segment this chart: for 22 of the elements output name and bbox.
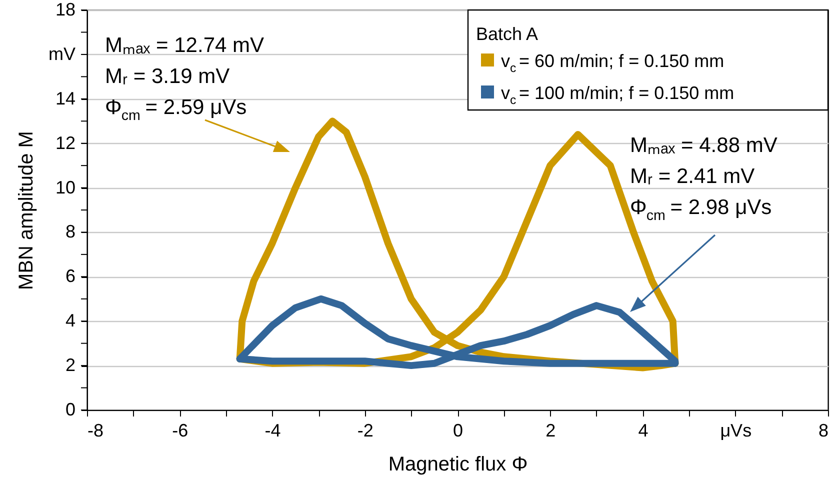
x-tick-label: -4	[264, 420, 281, 440]
x-tick-label: 2	[546, 420, 556, 440]
y-tick-label: 2	[65, 355, 76, 376]
x-axis-title: Magnetic flux Φ	[388, 454, 528, 476]
x-tick-label: -2	[357, 420, 374, 440]
y-tick-label: 8	[65, 222, 76, 242]
x-tick-label: 4	[638, 420, 648, 440]
y-tick-label: 12	[55, 132, 76, 153]
x-tick-label: -8	[88, 420, 104, 440]
x-tick-label: 8	[818, 420, 828, 440]
x-tick-label: μVs	[720, 420, 752, 440]
y-axis-title: MBN amplitude M	[16, 131, 38, 290]
y-tick-label: 14	[55, 88, 76, 108]
y-tick-label: 6	[65, 266, 76, 286]
y-tick-label: 18	[55, 0, 76, 20]
y-tick-label: 0	[65, 400, 76, 420]
y-tick-label: mV	[48, 44, 76, 64]
y-tick-label: 4	[65, 310, 76, 331]
x-tick-label: -6	[172, 420, 188, 440]
legend-title: Batch A	[476, 24, 538, 44]
y-tick-label: 10	[55, 177, 76, 198]
x-tick-label: 0	[452, 420, 464, 440]
